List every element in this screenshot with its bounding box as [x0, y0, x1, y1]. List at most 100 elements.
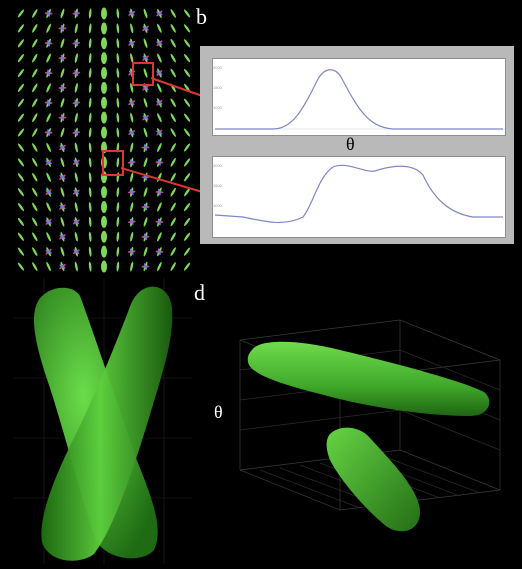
glyph	[57, 112, 68, 124]
glyph	[31, 232, 38, 242]
glyph	[143, 98, 148, 108]
plot-top: 2000 1500 1000	[212, 58, 506, 136]
glyph	[74, 113, 78, 123]
glyph	[183, 83, 191, 93]
glyph	[60, 247, 65, 257]
glyph	[45, 53, 51, 63]
glyph	[170, 143, 177, 153]
glyph	[31, 53, 38, 63]
glyph	[60, 68, 65, 78]
glyph	[170, 53, 177, 63]
glyph	[57, 82, 68, 94]
glyph	[43, 156, 55, 169]
glyph	[43, 67, 55, 80]
glyph	[31, 143, 38, 153]
glyph	[170, 172, 177, 182]
glyph	[17, 9, 25, 19]
svg-text:2000: 2000	[213, 163, 223, 168]
plot-top-svg: 200015001000	[213, 59, 505, 135]
glyph	[45, 232, 51, 242]
plot-axis-theta: θ	[346, 134, 355, 155]
glyph	[74, 261, 78, 271]
glyph	[57, 52, 68, 64]
glyph	[183, 172, 191, 182]
glyph	[140, 22, 151, 34]
glyph	[88, 202, 91, 212]
glyph	[154, 245, 166, 258]
glyph	[154, 216, 166, 229]
glyph	[101, 97, 107, 109]
glyph	[143, 8, 148, 18]
glyph	[74, 202, 78, 212]
glyph	[60, 98, 65, 108]
glyph	[170, 98, 177, 108]
glyph	[183, 53, 191, 63]
glyph	[170, 187, 177, 197]
glyph	[88, 127, 91, 137]
glyph	[183, 38, 191, 48]
glyph-field	[14, 6, 194, 274]
glyph	[74, 172, 78, 182]
svg-text:1500: 1500	[213, 85, 223, 90]
glyph	[45, 261, 51, 271]
glyph	[129, 142, 133, 152]
glyph	[170, 83, 177, 93]
glyph	[17, 158, 25, 168]
glyph	[156, 232, 162, 242]
glyph	[127, 246, 137, 258]
glyph	[43, 216, 55, 229]
glyph	[74, 232, 78, 242]
svg-text:1000: 1000	[213, 105, 223, 110]
glyph	[31, 172, 38, 182]
glyph	[31, 83, 38, 93]
glyph	[60, 187, 65, 197]
glyph	[140, 112, 151, 124]
glyph	[45, 202, 51, 212]
glyph	[156, 202, 162, 212]
glyph	[129, 172, 133, 182]
glyph	[45, 113, 51, 123]
glyph	[143, 217, 148, 227]
glyph	[17, 68, 25, 78]
glyph	[43, 37, 55, 50]
glyph	[101, 127, 107, 139]
glyph	[116, 127, 119, 137]
glyph	[183, 158, 191, 168]
glyph	[127, 127, 137, 139]
glyph	[88, 68, 91, 78]
panel-label-b: b	[196, 6, 207, 28]
glyph	[43, 97, 55, 110]
glyph	[116, 113, 119, 123]
glyph	[60, 157, 65, 167]
glyph	[183, 113, 191, 123]
glyph	[101, 7, 107, 19]
glyph	[183, 98, 191, 108]
glyph	[43, 186, 55, 199]
glyph	[17, 202, 25, 212]
glyph	[101, 246, 107, 258]
glyph	[140, 261, 151, 273]
glyph	[170, 247, 177, 257]
glyph	[140, 141, 151, 153]
roi-box-lower	[102, 150, 124, 176]
glyph	[17, 143, 25, 153]
glyph	[71, 8, 81, 20]
glyph	[17, 53, 25, 63]
glyph	[101, 22, 107, 34]
glyph	[57, 141, 68, 153]
glyph	[45, 172, 51, 182]
glyph	[88, 247, 91, 257]
panel-c-svg	[14, 278, 192, 564]
glyph	[88, 8, 91, 18]
glyph	[17, 247, 25, 257]
glyph	[143, 247, 148, 257]
glyph	[57, 22, 68, 34]
plot-area: 2000 1500 1000 θ 2000 1500 1000	[200, 46, 514, 244]
glyph-svg	[14, 6, 194, 274]
glyph	[31, 247, 38, 257]
glyph	[183, 202, 191, 212]
glyph	[88, 113, 91, 123]
glyph	[88, 157, 91, 167]
glyph	[170, 262, 177, 272]
roi-box-upper	[132, 62, 154, 86]
